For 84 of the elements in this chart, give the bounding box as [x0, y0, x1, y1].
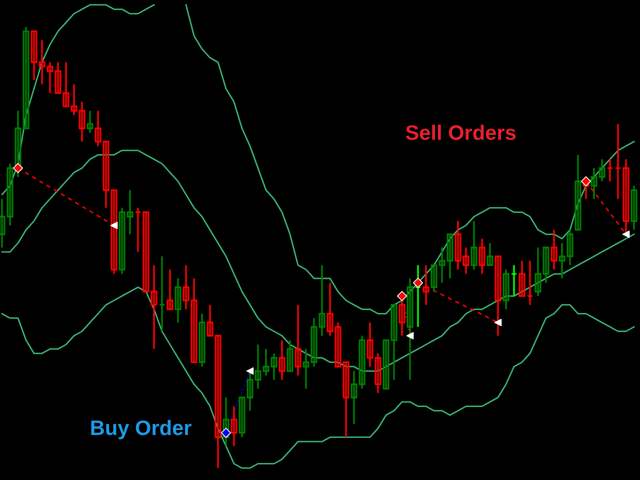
candlestick [46, 61, 54, 94]
candlestick [14, 110, 22, 178]
candlestick [374, 352, 382, 394]
point [494, 318, 502, 326]
candlestick [134, 206, 142, 253]
candlestick [6, 162, 14, 226]
candlestick [78, 101, 86, 142]
candlestick [62, 61, 70, 108]
candlestick [238, 396, 246, 438]
candlestick [326, 282, 334, 337]
candlestick [350, 370, 358, 425]
point [220, 428, 232, 438]
candlestick [302, 348, 310, 390]
candlestick [310, 317, 318, 368]
candlestick [286, 339, 294, 372]
candlestick [366, 322, 374, 368]
candlestick [446, 233, 454, 280]
candlestick [558, 242, 566, 280]
candlestick [598, 158, 606, 182]
candlestick [358, 334, 366, 390]
annotation: Buy Order [91, 420, 192, 440]
candlestick [38, 39, 46, 86]
point [580, 176, 592, 186]
candlestick [214, 334, 222, 469]
candlestick [182, 264, 190, 310]
candlestick [318, 264, 326, 337]
candlestick [262, 348, 270, 376]
candlestick [230, 405, 238, 447]
candlestick [630, 184, 638, 231]
candlestick [334, 322, 342, 368]
candlestick [166, 268, 174, 310]
candlestick [462, 246, 470, 275]
point [622, 230, 630, 238]
candlestick [534, 246, 542, 297]
point [406, 332, 414, 340]
candlestick [54, 61, 62, 94]
candlestick [118, 206, 126, 275]
candlestick [270, 352, 278, 381]
point [12, 163, 24, 174]
candlestick [206, 304, 214, 337]
candlestick [150, 264, 158, 350]
point [246, 367, 254, 375]
candlestick [70, 83, 78, 116]
candlestick [294, 304, 302, 376]
candlestick [382, 339, 390, 390]
candlestick [566, 229, 574, 266]
candlestick [478, 238, 486, 275]
candlestick [278, 339, 286, 381]
candlestick [574, 154, 582, 231]
candlestick [190, 278, 198, 364]
candlestick [502, 268, 510, 310]
point [110, 222, 118, 230]
candlestick [614, 123, 622, 200]
candlestick [126, 189, 134, 236]
candlestick [198, 312, 206, 368]
candlestick [94, 110, 102, 147]
candlestick [390, 304, 398, 381]
candlestick [30, 30, 38, 81]
candlestick [142, 211, 150, 292]
candlestick [158, 255, 166, 332]
candlestick [22, 26, 30, 130]
annotation: Sell Orders [406, 124, 516, 140]
candlestick [102, 140, 110, 209]
candlestick [254, 344, 262, 390]
candlestick [438, 246, 446, 284]
candlestick [86, 110, 94, 134]
candlestick [550, 229, 558, 270]
candlestick [542, 246, 550, 284]
candlestick [606, 158, 614, 182]
candlestick [414, 264, 422, 328]
point [412, 278, 424, 288]
candlestick [470, 220, 478, 270]
candlestick [342, 361, 350, 438]
candlestick [510, 264, 518, 297]
candlestick [222, 396, 230, 447]
candlestick [174, 278, 182, 324]
candlestick [454, 220, 462, 270]
candlestick [518, 260, 526, 297]
candlestick [430, 264, 438, 292]
candlestick [526, 260, 534, 306]
candlestick [590, 167, 598, 200]
point [396, 291, 408, 302]
candlestick [486, 242, 494, 266]
candlestick [0, 198, 6, 248]
